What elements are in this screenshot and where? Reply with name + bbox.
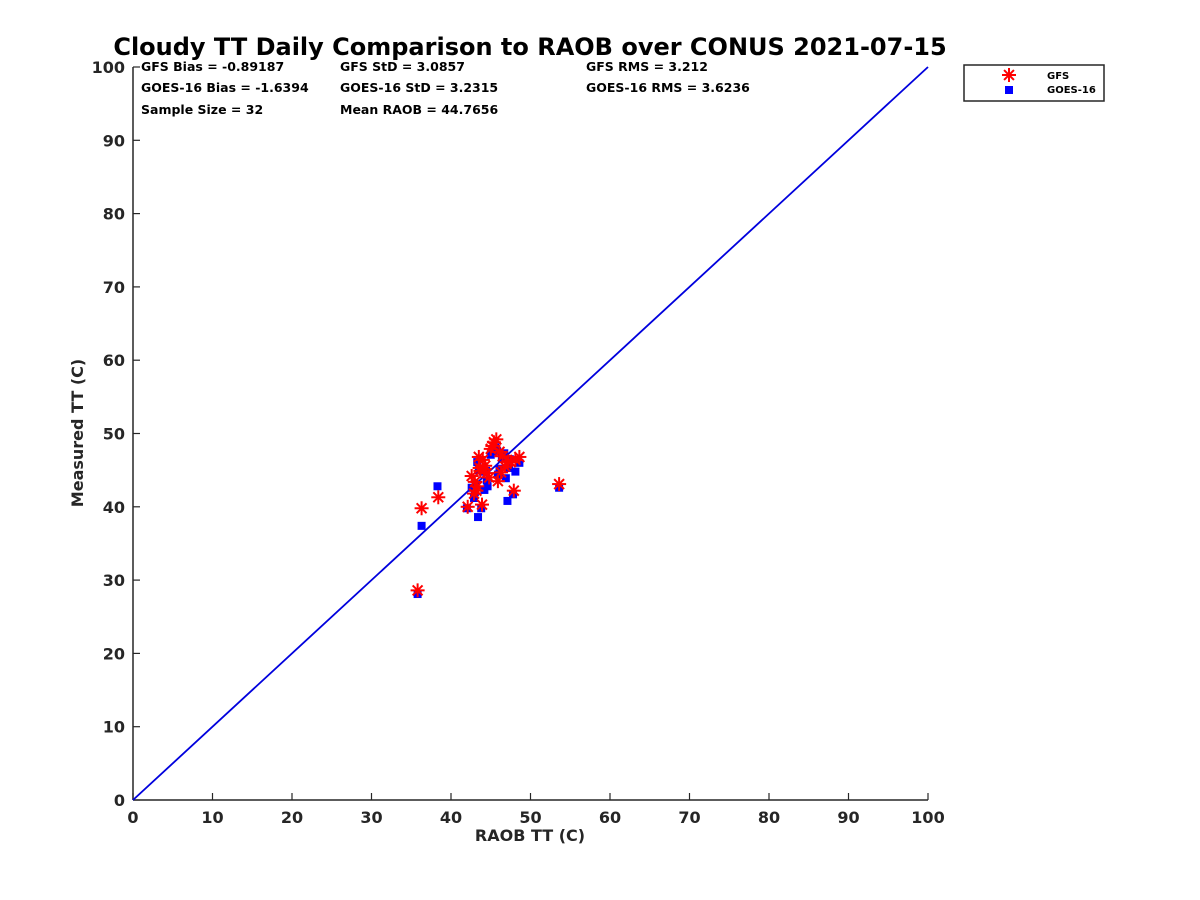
legend-gfs-marker (1002, 68, 1016, 82)
x-tick-label: 30 (360, 808, 382, 827)
x-axis-label: RAOB TT (C) (475, 826, 585, 845)
gfs-point (552, 477, 567, 492)
gfs-point (512, 449, 527, 464)
y-ticks: 0 10 20 30 40 50 60 70 80 90 100 (92, 58, 140, 810)
legend-gfs-label: GFS (1047, 71, 1069, 82)
gfs-point (431, 490, 446, 505)
y-tick-label: 20 (103, 644, 125, 663)
gfs-point (414, 501, 429, 516)
legend: GFS GOES-16 (963, 64, 1105, 102)
x-tick-label: 0 (127, 808, 138, 827)
gfs-point (473, 463, 488, 478)
statistics-annotations: GFS Bias = -0.89187 GOES-16 Bias = -1.63… (141, 59, 750, 117)
x-tick-label: 90 (837, 808, 859, 827)
legend-goes-marker (1005, 86, 1013, 94)
goes-rms-text: GOES-16 RMS = 3.6236 (586, 80, 750, 95)
chart-title: Cloudy TT Daily Comparison to RAOB over … (113, 33, 946, 61)
data-points (410, 432, 567, 599)
y-tick-label: 90 (103, 131, 125, 150)
gfs-bias-text: GFS Bias = -0.89187 (141, 59, 284, 74)
goes16-point (473, 458, 482, 467)
goes-std-text: GOES-16 StD = 3.2315 (340, 80, 498, 95)
gfs-point (486, 435, 501, 450)
y-tick-label: 0 (114, 791, 125, 810)
gfs-point (482, 470, 497, 485)
goes16-point (483, 482, 492, 491)
x-tick-label: 40 (440, 808, 462, 827)
goes16-point (501, 474, 510, 483)
x-tick-label: 80 (758, 808, 780, 827)
gfs-point (460, 499, 475, 514)
one-to-one-reference-line (132, 66, 929, 801)
gfs-std-text: GFS StD = 3.0857 (340, 59, 465, 74)
goes-bias-text: GOES-16 Bias = -1.6394 (141, 80, 309, 95)
goes16-point (474, 513, 483, 522)
gfs-point (506, 483, 521, 498)
x-tick-label: 70 (678, 808, 700, 827)
x-tick-label: 10 (201, 808, 223, 827)
y-axis-label: Measured TT (C) (68, 359, 87, 507)
x-tick-label: 60 (599, 808, 621, 827)
y-tick-label: 10 (103, 718, 125, 737)
y-tick-label: 40 (103, 498, 125, 517)
gfs-rms-text: GFS RMS = 3.212 (586, 59, 708, 74)
y-tick-label: 100 (92, 58, 125, 77)
legend-box (963, 64, 1105, 102)
mean-raob-text: Mean RAOB = 44.7656 (340, 102, 498, 117)
legend-goes-label: GOES-16 (1047, 85, 1096, 96)
sample-size-text: Sample Size = 32 (141, 102, 263, 117)
x-ticks: 0 10 20 30 40 50 60 70 80 90 100 (127, 793, 945, 827)
y-tick-label: 80 (103, 205, 125, 224)
y-tick-label: 70 (103, 278, 125, 297)
gfs-point (475, 497, 490, 512)
goes16-point (433, 482, 442, 491)
goes16-point (417, 521, 426, 530)
y-tick-label: 50 (103, 425, 125, 444)
x-tick-label: 100 (911, 808, 944, 827)
x-tick-label: 20 (281, 808, 303, 827)
y-tick-label: 30 (103, 571, 125, 590)
gfs-point (410, 583, 425, 598)
x-tick-label: 50 (519, 808, 541, 827)
goes16-point (495, 464, 504, 473)
y-tick-label: 60 (103, 351, 125, 370)
gfs-point (494, 465, 509, 480)
goes16-point (503, 496, 512, 505)
legend-gfs-asterisk (1002, 68, 1016, 82)
goes16-point (511, 467, 520, 476)
gfs-point (503, 455, 518, 470)
gfs-point (470, 479, 485, 494)
